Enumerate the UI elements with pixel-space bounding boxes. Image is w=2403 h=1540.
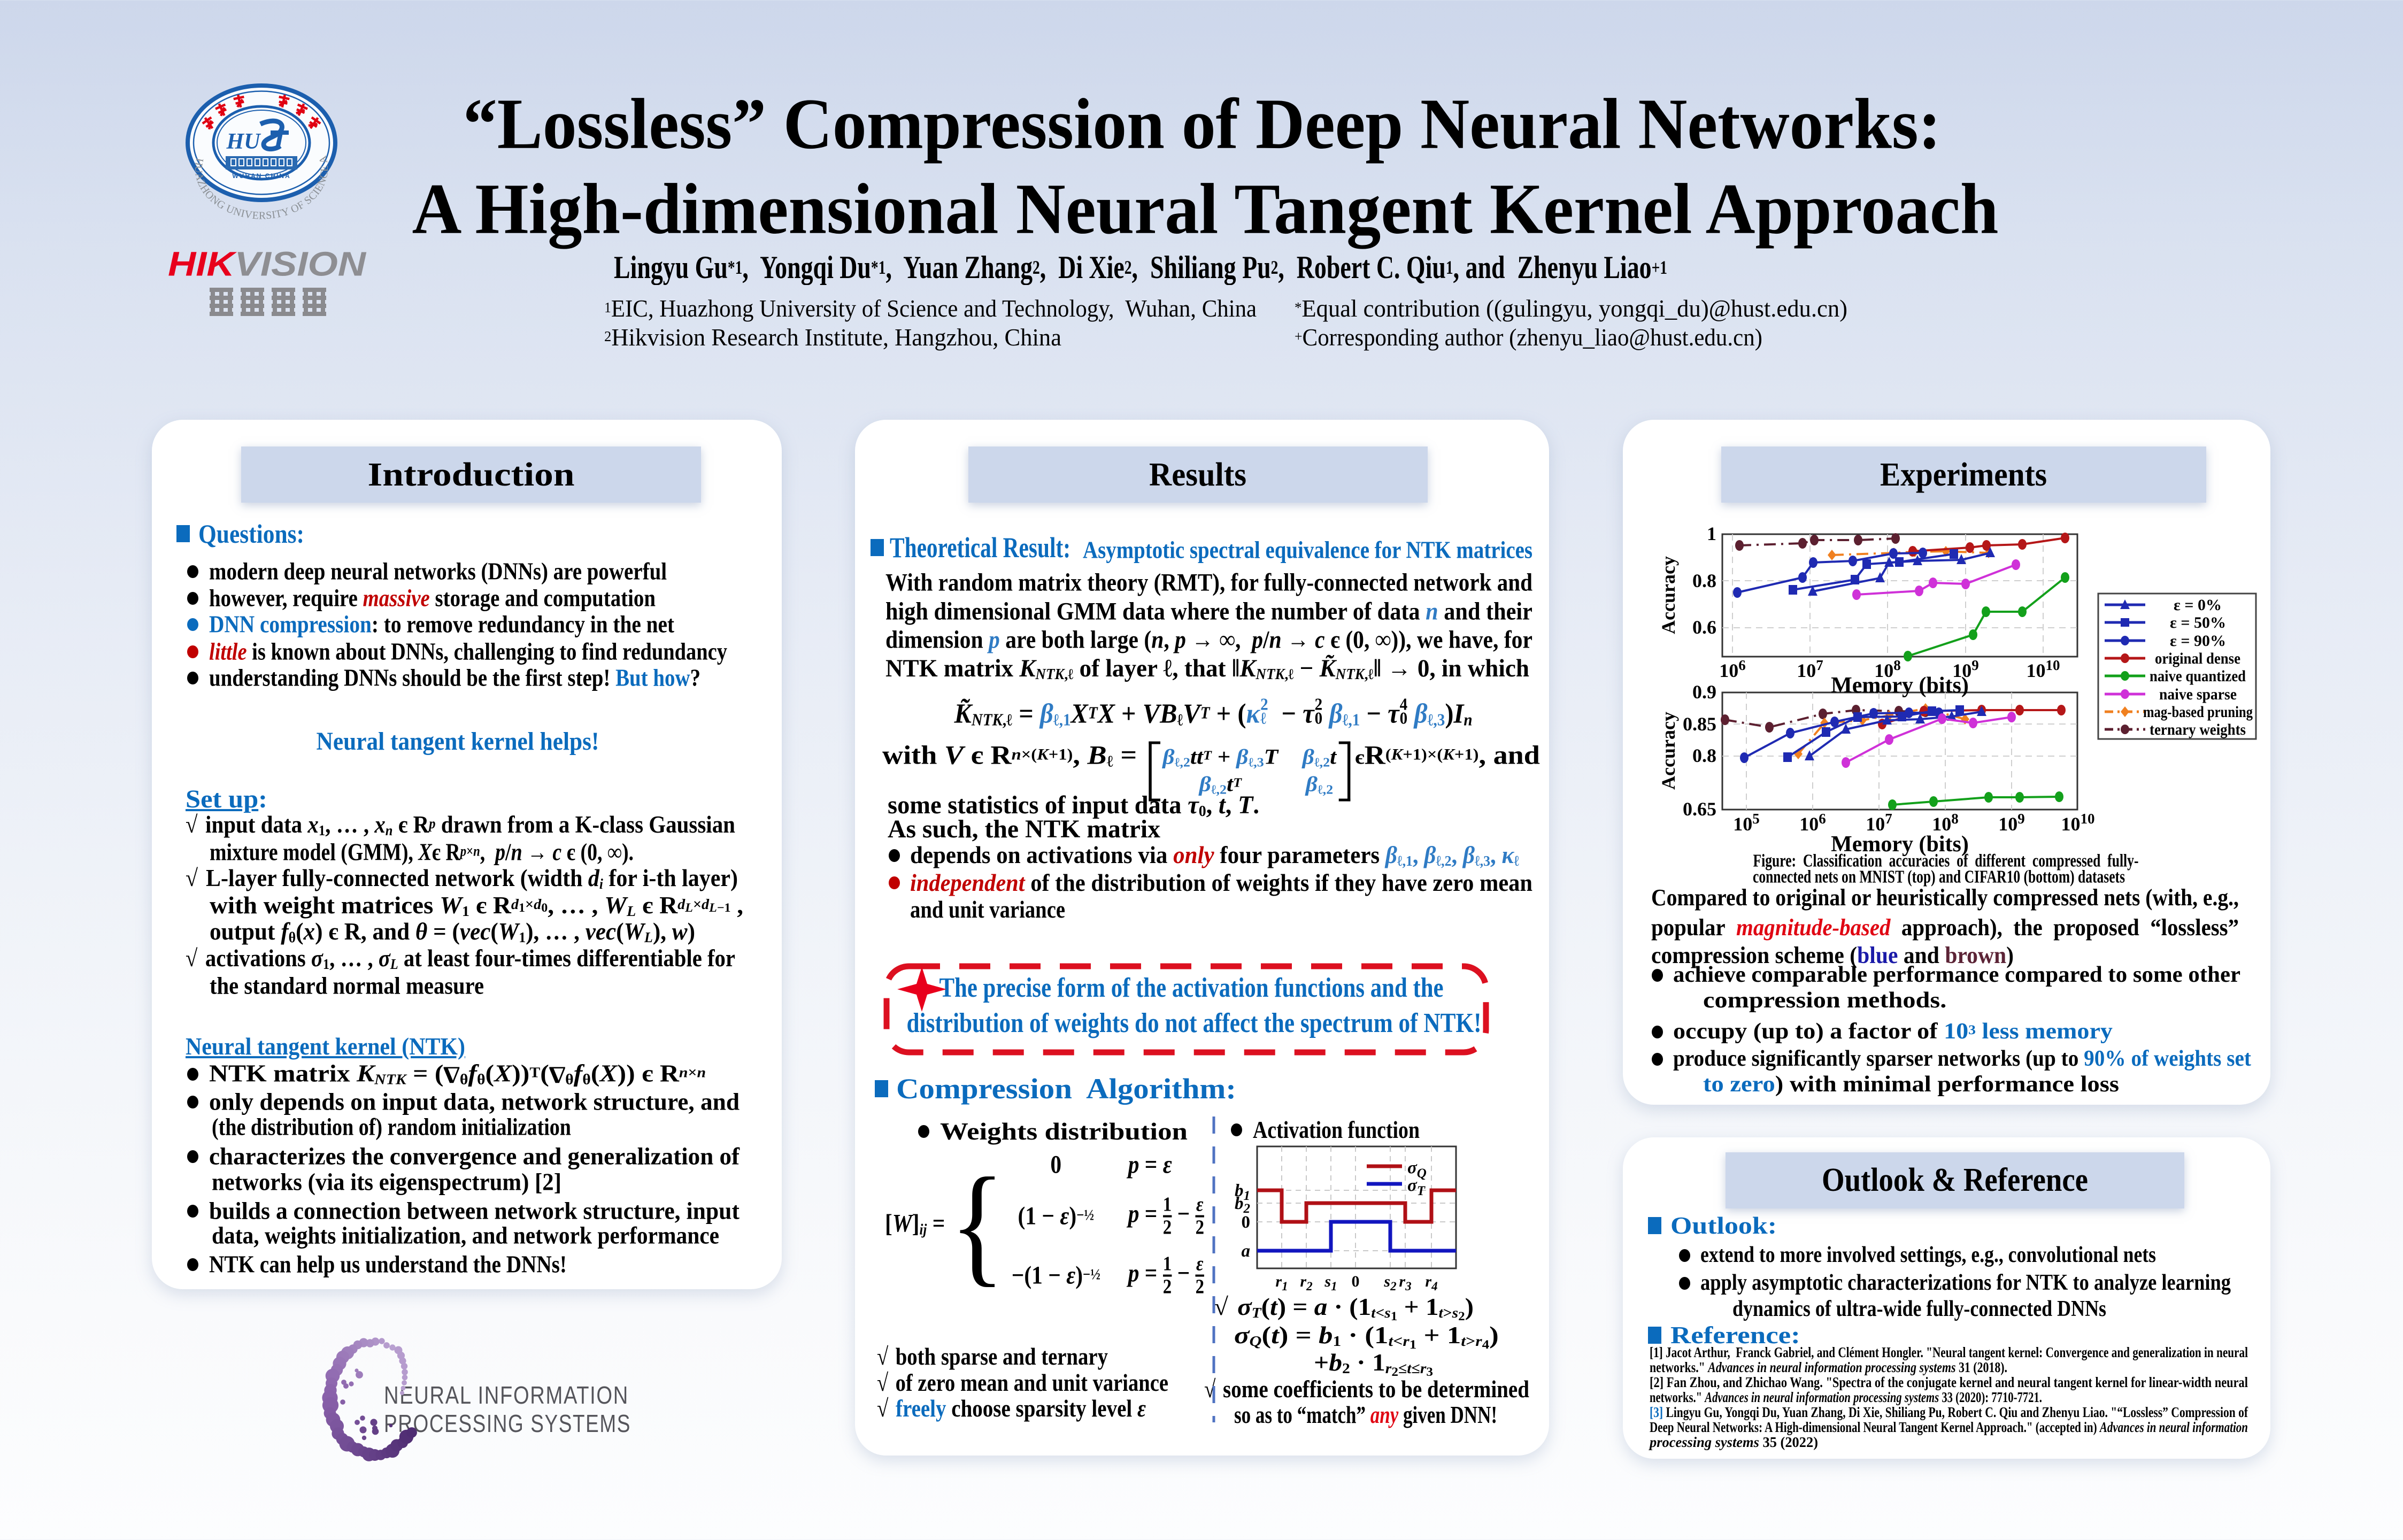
svg-text:HU: HU (226, 129, 262, 154)
svg-text:WUHAN CHINA: WUHAN CHINA (232, 172, 290, 180)
svg-text:HUAZHONG UNIVERSITY OF SCIENCE: HUAZHONG UNIVERSITY OF SCIENCE AND TECHN… (0, 0, 330, 222)
